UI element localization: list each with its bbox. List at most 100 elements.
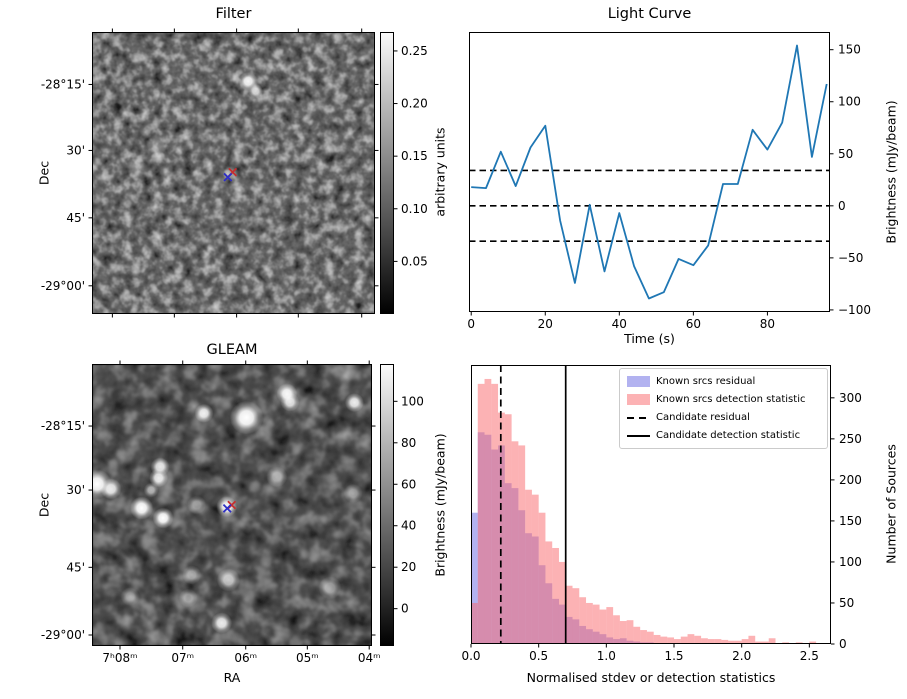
colorbar-tick-label: 40 — [401, 519, 416, 533]
gleam-title: GLEAM — [206, 342, 258, 358]
source-blob — [146, 134, 168, 156]
hist-bar — [761, 641, 769, 644]
colorbar-tick-label: 0 — [401, 602, 409, 616]
y-tick-label: 0 — [838, 199, 846, 213]
gleam-map-svg: 7ʰ08ᵐ 07ᵐ 06ᵐ 05ᵐ 04ᵐ -28°15' 30' 45' -29°00' — [41, 360, 381, 665]
filter-colorbar-svg: 0.05 0.10 0.15 0.20 0.25 — [380, 32, 428, 314]
source-blob — [126, 156, 148, 178]
hist-legend: Known srcs residual Known srcs detection … — [619, 368, 828, 449]
x-tick-label: 1.5 — [664, 649, 683, 663]
legend-swatch-patch — [627, 376, 650, 387]
source-blob — [100, 478, 122, 500]
gleam-xlabel: RA — [223, 670, 241, 685]
legend-label: Known srcs detection statistic — [656, 394, 806, 405]
x-tick-label: 80 — [760, 317, 775, 331]
source-blob — [194, 403, 214, 423]
hist-bar — [586, 602, 593, 644]
source-blob — [344, 393, 364, 413]
x-tick-label: 60 — [686, 317, 701, 331]
source-blob — [187, 495, 207, 515]
candidate-position-marker — [223, 172, 233, 182]
y-tick-label: 50 — [839, 596, 854, 610]
colorbar-tick-label: 0.15 — [401, 149, 428, 163]
source-blob — [266, 466, 288, 488]
hist-bar — [572, 588, 580, 644]
x-tick-label: 7ʰ08ᵐ — [102, 651, 137, 665]
x-tick-label: 2.0 — [732, 649, 751, 663]
colorbar-gradient — [380, 32, 394, 314]
hist-bar — [606, 607, 614, 644]
y-tick-label: −50 — [838, 251, 863, 265]
axes-frame — [471, 365, 831, 644]
y-tick-label: 150 — [839, 514, 862, 528]
source-blob — [216, 568, 240, 592]
colorbar-tick-label: 0.10 — [401, 202, 428, 216]
axes-frame — [92, 32, 375, 314]
hist-bar — [694, 635, 702, 644]
hist-bar — [491, 383, 499, 644]
source-blob — [211, 612, 233, 634]
y-tick-label: -29°00' — [41, 279, 85, 293]
histogram-svg: 0.0 0.5 1.0 1.5 2.0 2.5 0 50 100 150 200 250 300 — [461, 365, 862, 663]
hist-bar — [748, 635, 756, 644]
hist-bar — [531, 494, 539, 644]
hist-bar — [646, 631, 654, 644]
axes-frame — [92, 364, 372, 646]
source-blob — [280, 392, 300, 412]
colorbar-tick-label: 60 — [401, 477, 416, 491]
hist-bar — [619, 621, 627, 644]
candidate-position-marker — [222, 503, 232, 513]
source-blob — [330, 29, 346, 45]
hist-bar — [545, 541, 553, 644]
filter-title: Filter — [215, 6, 252, 22]
y-tick-label: -29°00' — [41, 628, 85, 642]
x-tick-label: 05ᵐ — [296, 651, 319, 665]
gleam-colorbar-svg: 0 20 40 60 80 100 — [380, 364, 424, 646]
hist-bar — [633, 626, 641, 644]
hist-bar — [680, 636, 688, 644]
x-tick-label: 2.5 — [800, 649, 819, 663]
legend-swatch-patch — [627, 394, 650, 405]
hist-bar — [768, 638, 776, 644]
source-blob — [120, 587, 140, 607]
gleam-colorbar-label: Brightness (mJy/beam) — [432, 433, 448, 577]
hist-bar — [558, 561, 566, 644]
legend-entry: Candidate residual — [627, 410, 820, 425]
source-blob — [130, 496, 154, 520]
source-blob — [143, 482, 159, 498]
source-blob — [178, 588, 198, 608]
lightcurve-xlabel: Time (s) — [624, 331, 675, 346]
hist-bar — [471, 512, 478, 644]
filter-map-svg: -28°15' 30' 45' -29°00' — [41, 28, 379, 318]
colorbar-tick-label: 100 — [401, 394, 424, 408]
source-blob — [229, 400, 264, 435]
hist-bar — [741, 639, 749, 644]
y-tick-label: 150 — [838, 43, 861, 57]
hist-bar — [538, 512, 546, 644]
colorbar-tick-label: 20 — [401, 560, 416, 574]
legend-entry: Candidate detection statistic — [627, 428, 820, 443]
hist-bar — [484, 378, 492, 644]
lightcurve-line — [471, 44, 828, 300]
hist-bar — [701, 638, 708, 644]
legend-swatch-solid — [627, 434, 650, 437]
source-blob — [182, 565, 202, 585]
x-tick-label: 0.5 — [529, 649, 548, 663]
colorbar-tick-label: 80 — [401, 436, 416, 450]
colorbar-tick-label: 0.05 — [401, 254, 428, 268]
legend-swatch-dashed — [627, 416, 650, 419]
hist-bar — [667, 637, 675, 644]
legend-label: Known srcs residual — [656, 376, 756, 387]
x-tick-label: 06ᵐ — [234, 651, 257, 665]
source-blob — [318, 576, 342, 600]
hist-bar — [721, 639, 729, 644]
y-tick-label: 250 — [839, 432, 862, 446]
y-tick-label: 300 — [839, 391, 862, 405]
histogram-ylabel: Number of Sources — [883, 444, 899, 564]
source-blob — [152, 507, 174, 529]
lightcurve-svg: 0 20 40 60 80 −100 −50 0 50 100 150 — [467, 32, 871, 331]
y-tick-label: 0 — [839, 637, 847, 651]
legend-label: Candidate detection statistic — [656, 430, 801, 441]
colorbar-tick-label: 0.20 — [401, 97, 428, 111]
